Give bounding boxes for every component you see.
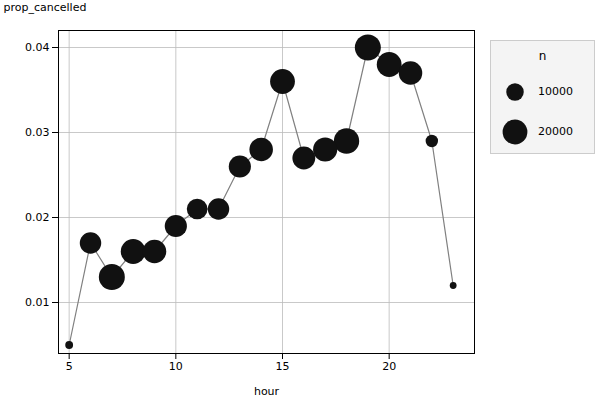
svg-text:0.03: 0.03 — [25, 126, 50, 139]
svg-text:hour: hour — [254, 385, 280, 397]
svg-text:20: 20 — [382, 360, 396, 373]
svg-text:0.01: 0.01 — [25, 296, 50, 309]
svg-text:10: 10 — [169, 360, 183, 373]
svg-text:15: 15 — [276, 360, 290, 373]
svg-text:prop_cancelled: prop_cancelled — [4, 1, 87, 14]
svg-text:0.04: 0.04 — [25, 41, 50, 54]
svg-text:0.02: 0.02 — [25, 211, 50, 224]
svg-text:10000: 10000 — [538, 85, 573, 98]
svg-text:5: 5 — [66, 360, 73, 373]
svg-text:20000: 20000 — [538, 125, 573, 138]
svg-text:n: n — [539, 49, 547, 63]
